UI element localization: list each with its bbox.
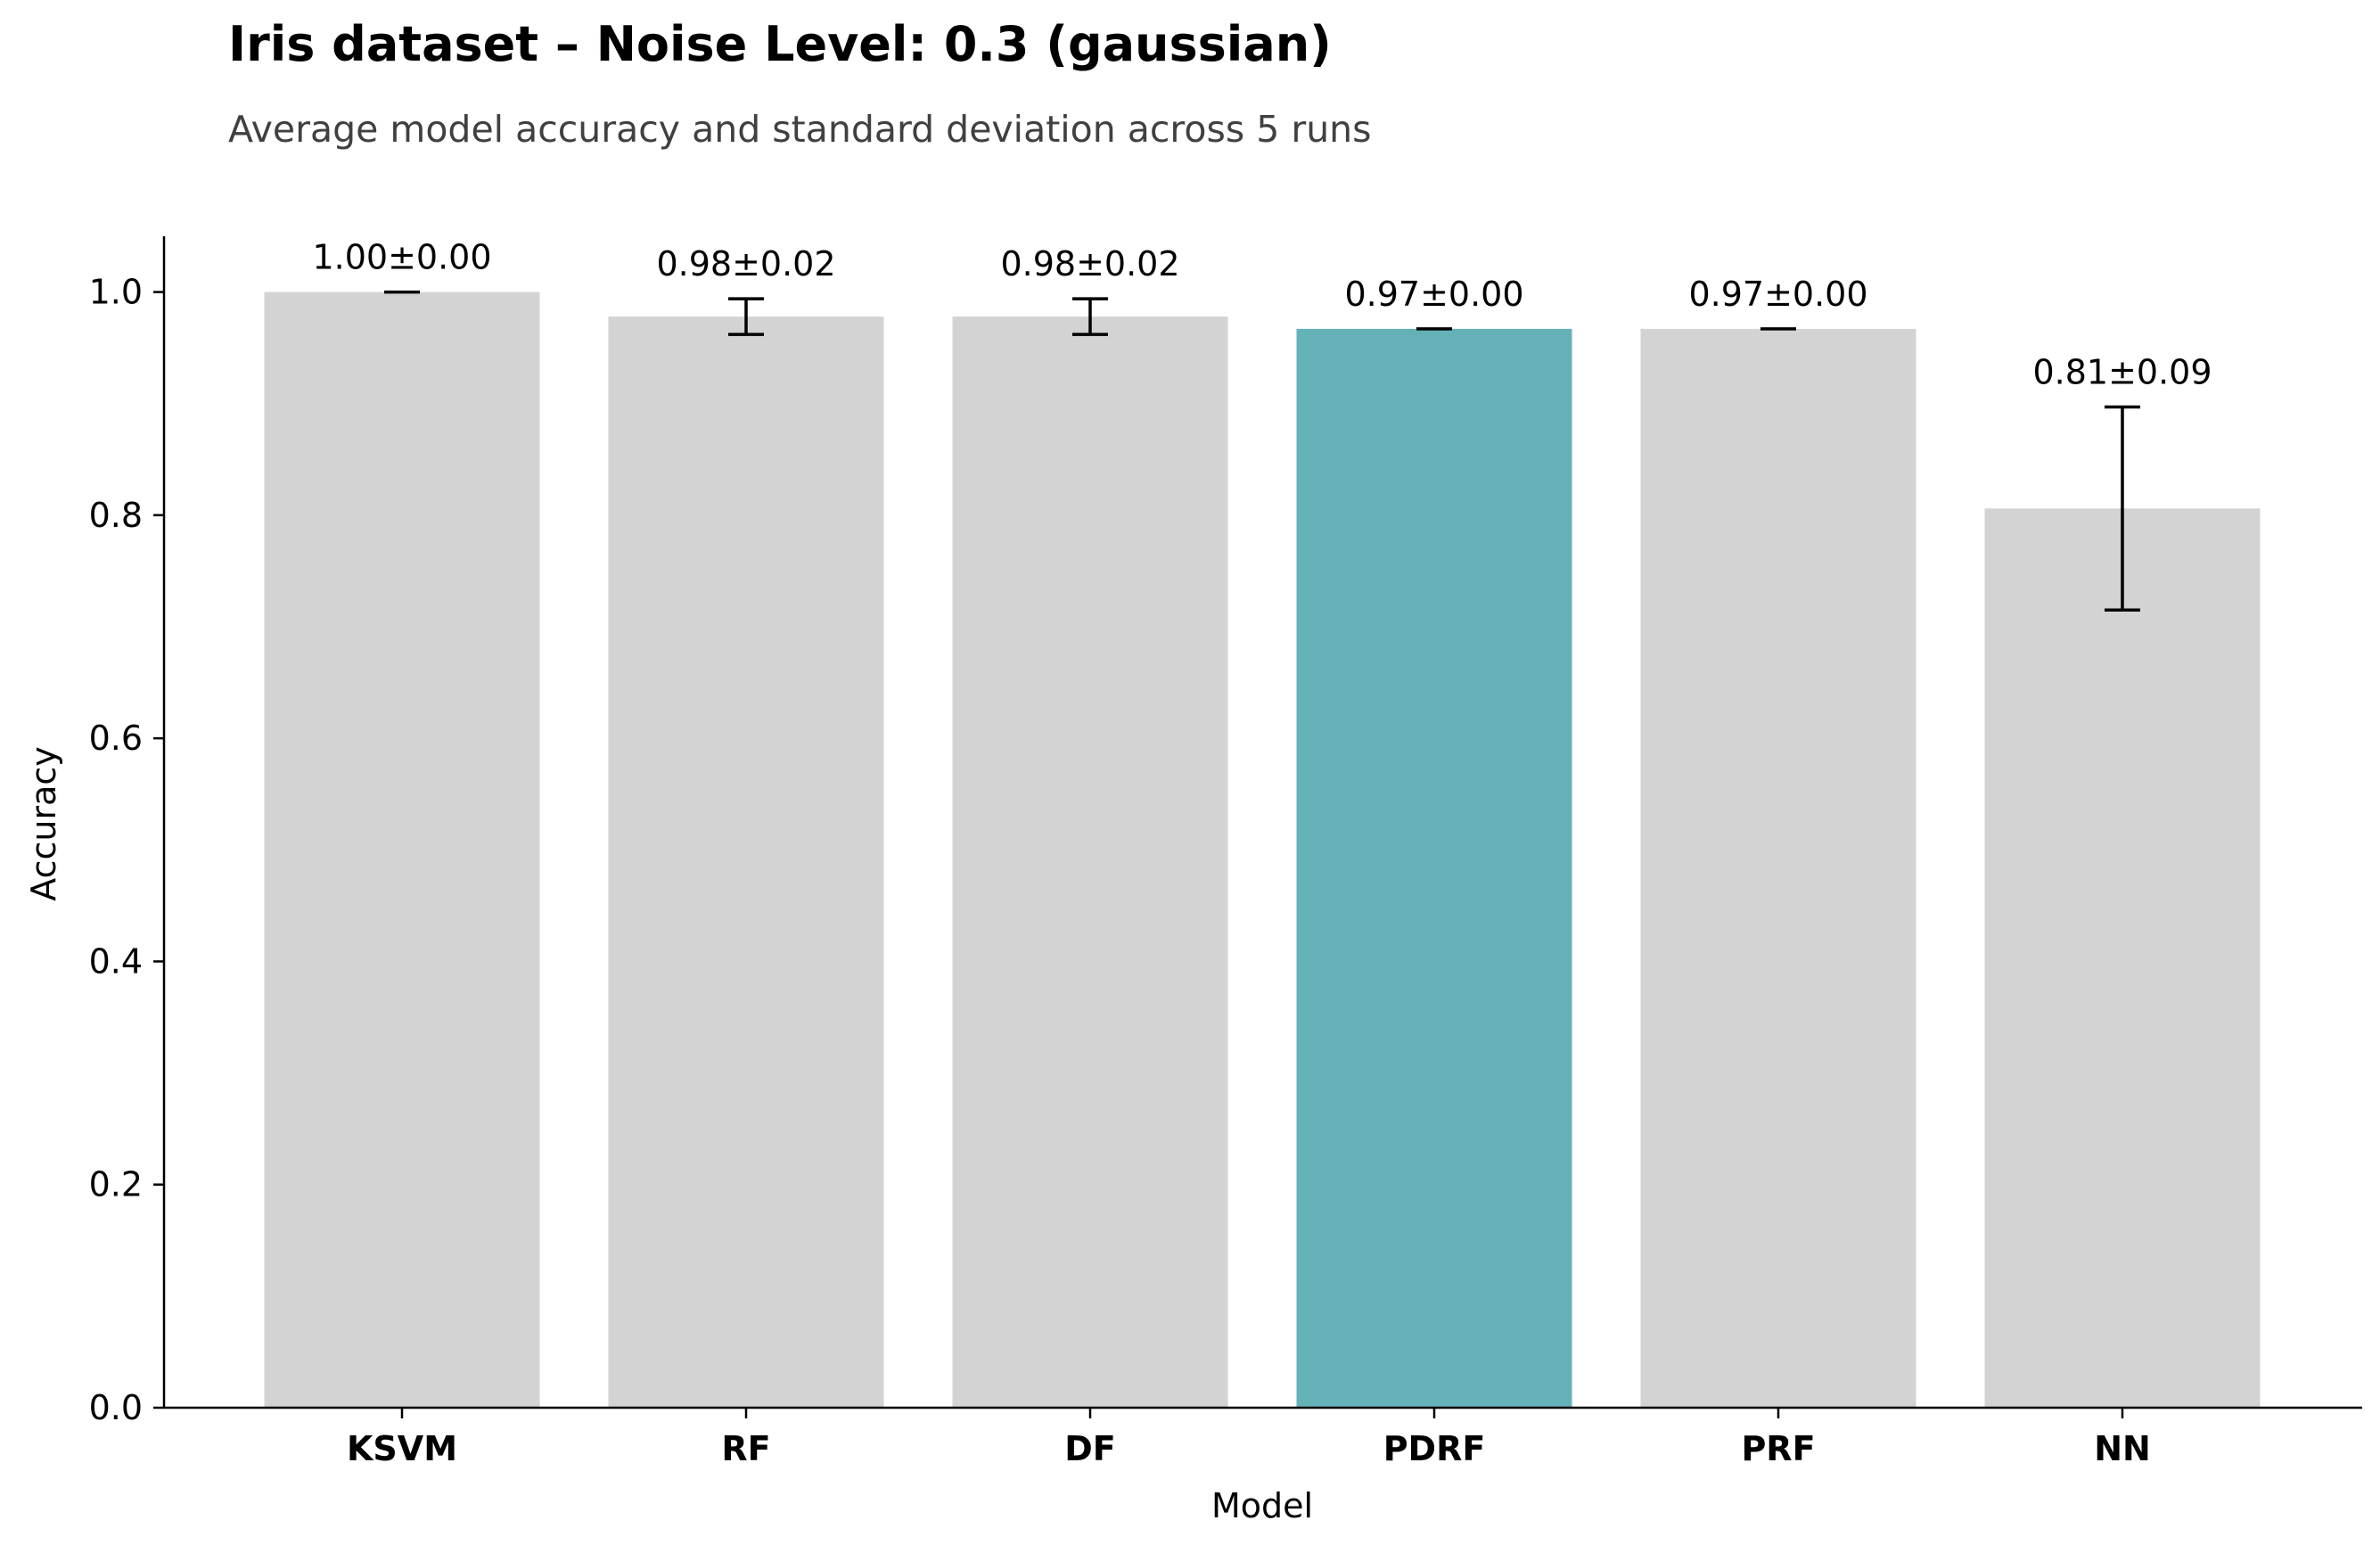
bar-rf [608, 316, 884, 1409]
y-tick-label: 0.0 [89, 1388, 143, 1427]
x-axis-label: Model [1211, 1486, 1313, 1525]
errorbar-nn [2105, 405, 2140, 612]
data-labels: 1.00±0.00 0.98±0.02 0.98±0.02 0.97±0.00 0.97… [312, 238, 2212, 392]
y-ticks: 0.0 0.2 0.4 0.6 0.8 1.0 [89, 273, 164, 1427]
errorbar-rf [728, 297, 764, 336]
chart-title: Iris dataset – Noise Level: 0.3 (gaussia… [228, 16, 1332, 72]
bar-prf [1640, 328, 1916, 1409]
data-label-prf: 0.97±0.00 [1688, 275, 1867, 314]
bar-df [952, 316, 1228, 1409]
x-tick-label-pdrf: PDRF [1383, 1429, 1486, 1468]
data-label-ksvm: 1.00±0.00 [312, 238, 491, 277]
bars-layer [264, 292, 2261, 1409]
x-tick-label-df: DF [1064, 1429, 1116, 1468]
data-label-pdrf: 0.97±0.00 [1344, 275, 1523, 314]
bar-pdrf [1296, 328, 1572, 1409]
x-tick-label-rf: RF [721, 1429, 770, 1468]
bar-ksvm [264, 292, 540, 1409]
data-label-df: 0.98±0.02 [1000, 244, 1179, 284]
y-tick-label: 0.4 [89, 941, 143, 981]
data-label-rf: 0.98±0.02 [656, 244, 835, 284]
x-tick-label-ksvm: KSVM [347, 1429, 457, 1468]
x-tick-label-prf: PRF [1741, 1429, 1815, 1468]
y-tick-label: 0.2 [89, 1165, 143, 1204]
x-ticks: KSVM RF DF PDRF PRF NN [347, 1408, 2151, 1468]
x-tick-label-nn: NN [2094, 1429, 2151, 1468]
y-axis-label: Accuracy [24, 746, 63, 901]
errorbars-layer [384, 290, 2140, 612]
y-tick-label: 1.0 [89, 273, 143, 312]
errorbar-df [1072, 297, 1108, 336]
axes-layer [162, 236, 2362, 1409]
bar-nn [1984, 508, 2261, 1408]
data-label-nn: 0.81±0.09 [2032, 352, 2212, 391]
y-tick-label: 0.6 [89, 719, 143, 758]
y-tick-label: 0.8 [89, 496, 143, 535]
chart-subtitle: Average model accuracy and standard devi… [228, 108, 1372, 151]
